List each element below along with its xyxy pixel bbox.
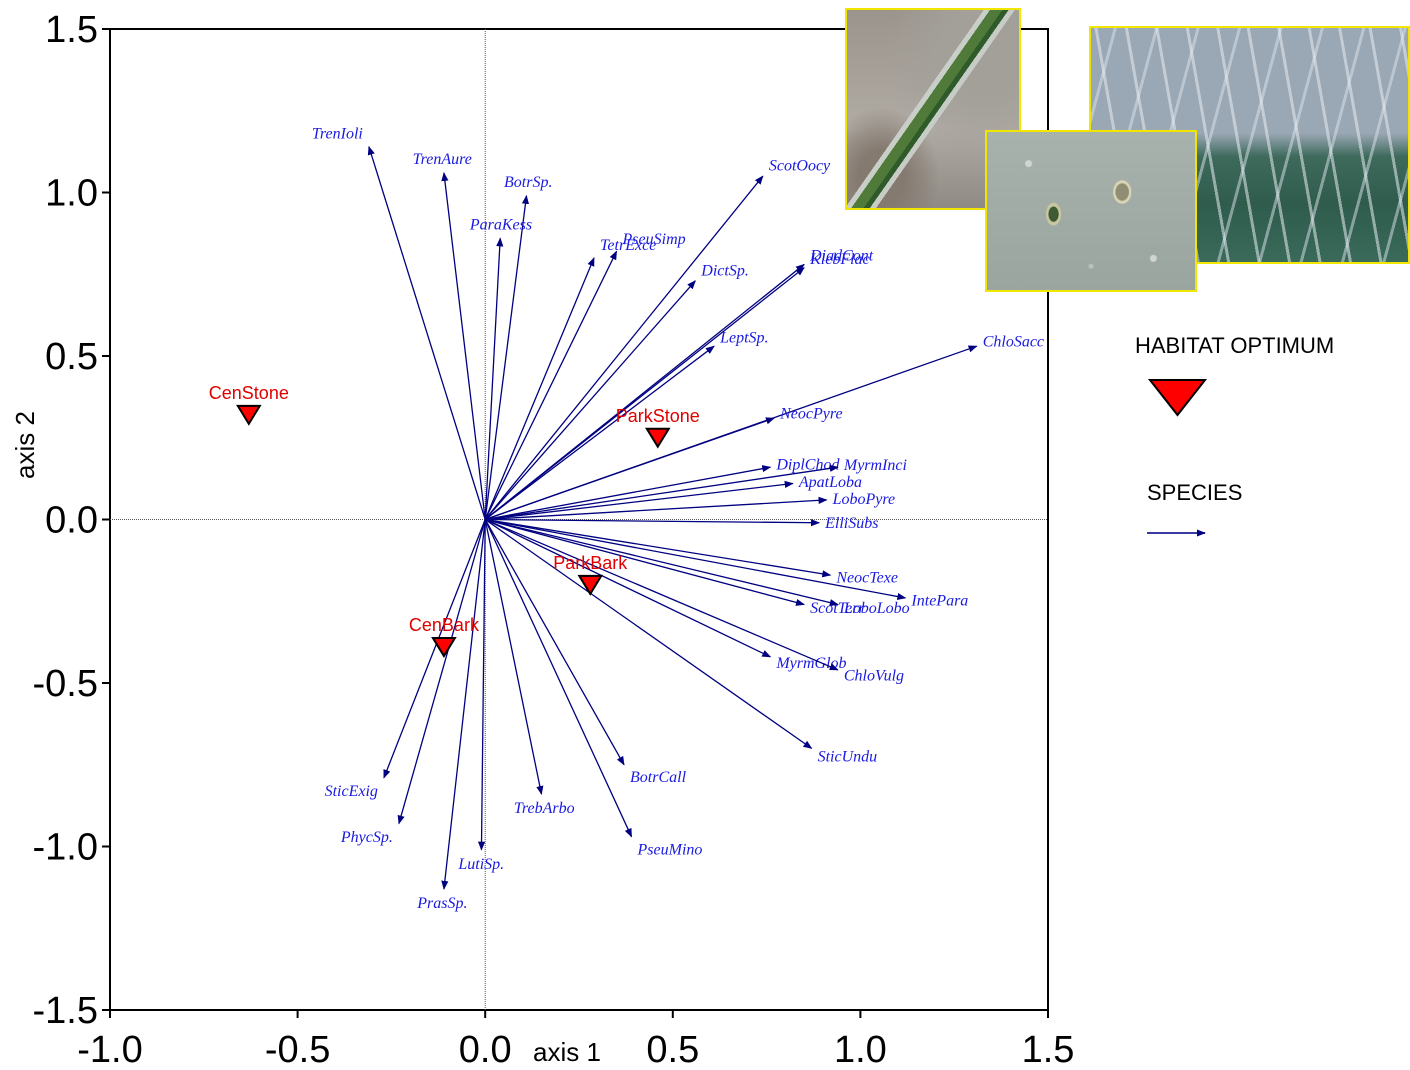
x-tick-label: 1.0 <box>834 1029 887 1070</box>
species-arrow <box>484 280 696 520</box>
species-label: SticUndu <box>818 748 878 765</box>
species-label: IntePara <box>910 593 968 610</box>
y-tick-label: 1.5 <box>45 9 98 51</box>
species-label: TrebArbo <box>514 800 575 817</box>
species-arrow <box>485 480 794 521</box>
species-arrow <box>477 519 486 851</box>
species-label: NeocTexe <box>835 569 898 586</box>
species-arrow <box>484 345 715 521</box>
species-arrow <box>441 171 486 520</box>
species-label: PrasSp. <box>416 895 467 912</box>
species-arrow <box>484 417 775 521</box>
species-arrow <box>484 194 530 520</box>
species-arrow <box>484 519 633 838</box>
species-label: TrenIoli <box>312 125 363 142</box>
species-arrow <box>484 267 805 521</box>
species-label: BotrCall <box>630 769 687 786</box>
habitat-marker <box>431 637 457 658</box>
species-label: ParaKess <box>469 216 532 233</box>
species-arrow <box>383 519 486 779</box>
habitat-label: CenStone <box>209 383 289 403</box>
habitat-label: ParkStone <box>616 406 700 426</box>
species-arrow <box>485 518 832 578</box>
species-arrow <box>485 464 839 521</box>
species-arrow <box>484 250 618 520</box>
species-arrow <box>484 519 625 766</box>
species-arrow <box>484 175 764 520</box>
species-arrow <box>484 257 595 520</box>
x-tick-label: -1.0 <box>77 1029 142 1070</box>
habitat-marker <box>577 574 604 596</box>
species-label: ChloVulg <box>844 667 904 684</box>
habitat-markers: CenStone ParkStone CenBark ParkBark <box>209 383 700 658</box>
species-arrow <box>485 518 839 607</box>
species-label: PseuMino <box>637 841 703 858</box>
species-label: DiadCont <box>809 248 874 265</box>
species-label: LutiSp. <box>457 856 504 873</box>
habitat-marker <box>236 404 262 426</box>
legend-habitat-marker <box>1147 379 1208 417</box>
species-label: SticExig <box>325 783 378 800</box>
y-tick-label: 0.5 <box>45 336 98 378</box>
species-label: LeptSp. <box>719 330 768 347</box>
x-tick-label: -0.5 <box>265 1029 330 1070</box>
species-label: TetrExce <box>600 237 656 254</box>
habitat-marker <box>645 427 671 449</box>
species-arrow <box>484 518 813 749</box>
species-arrow <box>485 518 805 606</box>
species-arrow <box>484 237 504 520</box>
species-label: BotrSp. <box>504 174 552 191</box>
species-arrow <box>441 519 486 890</box>
x-axis-title: axis 1 <box>533 1037 601 1067</box>
species-label: DictSp. <box>700 262 749 279</box>
species-label: NeocPyre <box>779 405 842 422</box>
y-axis-title: axis 2 <box>10 411 40 479</box>
species-arrow <box>484 518 772 658</box>
y-tick-label: -1.0 <box>33 827 98 869</box>
species-arrow <box>484 519 544 796</box>
species-arrow <box>485 465 772 521</box>
y-tick-label: 0.0 <box>45 500 98 542</box>
legend-habitat-label: HABITAT OPTIMUM <box>1135 333 1334 358</box>
species-label: ScotTerr <box>810 600 865 617</box>
habitat-label: CenBark <box>409 615 480 635</box>
y-tick-label: -0.5 <box>33 663 98 705</box>
species-label: LoboLobo <box>843 600 910 617</box>
axis-ticks: -1.0 -0.5 0.0 0.5 1.0 1.5 1.5 1.0 0.5 0.0 -0.5 -1.0… <box>33 9 1075 1070</box>
species-label: KlebFlac <box>809 251 870 268</box>
x-tick-label: 1.5 <box>1022 1029 1075 1070</box>
species-arrow <box>485 518 907 601</box>
species-label: TrenAure <box>413 151 472 168</box>
legend: HABITAT OPTIMUM SPECIES <box>1135 333 1334 537</box>
y-tick-label: -1.5 <box>33 990 98 1032</box>
legend-species-label: SPECIES <box>1147 480 1242 505</box>
species-label: PhycSp. <box>340 829 393 846</box>
species-label: ChloSacc <box>983 334 1044 351</box>
species-label: PseuSimp <box>622 231 686 248</box>
species-arrows: TrenIoliTrenAureBotrSp.ParaKessTetrExceP… <box>312 125 1044 912</box>
species-label: ElliSubs <box>824 515 878 532</box>
species-arrow <box>397 519 486 825</box>
species-label: LoboPyre <box>832 491 896 508</box>
species-arrow <box>484 518 839 671</box>
x-tick-label: 0.5 <box>646 1029 699 1070</box>
x-tick-label: 0.0 <box>459 1029 512 1070</box>
species-arrow <box>485 496 828 521</box>
species-label: ScotOocy <box>769 157 831 174</box>
species-label: MyrmInci <box>843 457 907 474</box>
species-arrow <box>367 145 486 520</box>
habitat-label: ParkBark <box>553 553 628 573</box>
species-label: ApatLoba <box>798 474 862 491</box>
species-arrow <box>485 518 821 527</box>
micrograph-oval-cells <box>985 130 1197 292</box>
y-tick-label: 1.0 <box>45 173 98 215</box>
species-label: MyrmGlob <box>775 655 846 672</box>
